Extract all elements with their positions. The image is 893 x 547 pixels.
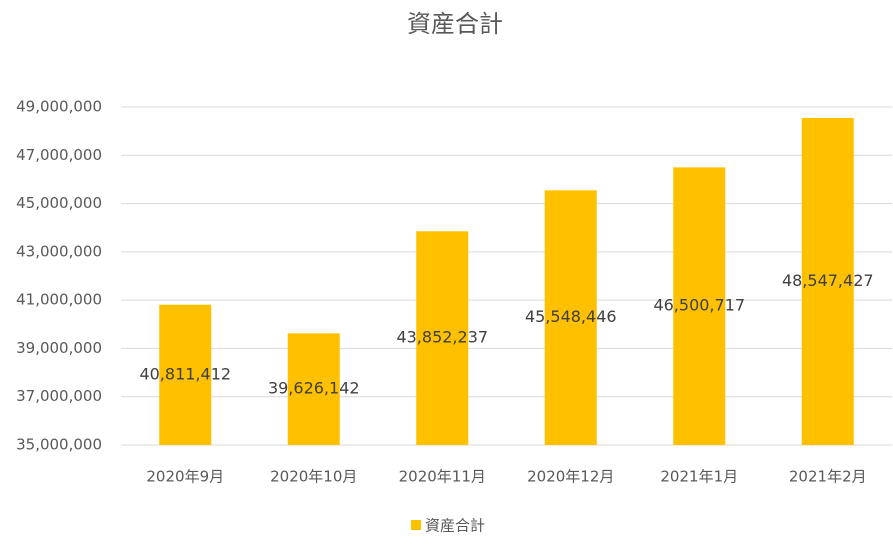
y-tick-label: 35,000,000 (16, 436, 102, 454)
y-tick-label: 49,000,000 (16, 98, 102, 116)
legend-swatch (411, 520, 421, 530)
y-tick-label: 37,000,000 (16, 387, 102, 405)
bar (416, 231, 469, 445)
value-label: 43,852,237 (396, 328, 488, 347)
bar (673, 167, 726, 445)
x-tick-label: 2020年9月 (146, 468, 224, 486)
bar (159, 304, 212, 445)
x-tick-label: 2021年1月 (660, 468, 738, 486)
value-label: 39,626,142 (268, 379, 360, 398)
value-label: 45,548,446 (525, 307, 617, 326)
x-tick-label: 2020年11月 (399, 468, 486, 486)
value-label: 40,811,412 (139, 364, 231, 383)
y-tick-label: 39,000,000 (16, 339, 102, 357)
y-tick-label: 41,000,000 (16, 291, 102, 309)
bar (544, 190, 597, 445)
bar (801, 117, 854, 446)
value-label: 46,500,717 (653, 296, 745, 315)
y-tick-label: 45,000,000 (16, 194, 102, 212)
x-tick-label: 2020年10月 (270, 468, 357, 486)
chart-title: 資産合計 (407, 10, 503, 38)
y-tick-label: 43,000,000 (16, 242, 102, 260)
bar (287, 333, 340, 445)
x-tick-label: 2020年12月 (527, 468, 614, 486)
y-tick-label: 47,000,000 (16, 146, 102, 164)
legend-label: 資産合計 (425, 517, 485, 535)
x-tick-label: 2021年2月 (789, 468, 867, 486)
value-label: 48,547,427 (782, 271, 874, 290)
